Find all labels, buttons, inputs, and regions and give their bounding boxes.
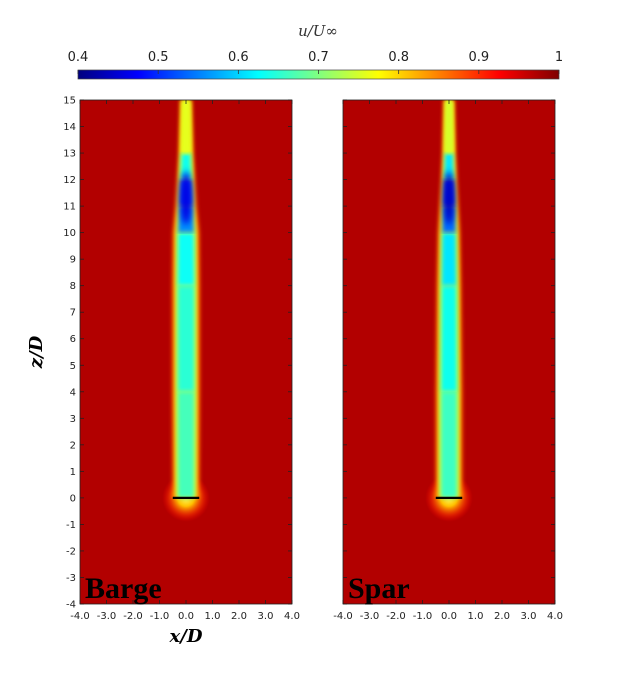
panel-label: Barge [85,572,162,605]
y-tick-label: -4 [66,600,76,611]
panel-spar: -4.0 -3.0 -2.0 -1.0 0.0 1.0 2.0 3.0 4.0 Spar [333,99,563,622]
y-tick-label: 11 [63,202,76,213]
y-tick-label: 9 [70,255,76,266]
wake-core-segment [181,100,191,154]
wake-core-segment [177,285,195,392]
x-tick-label: -4.0 [70,611,90,622]
colorbar-tick-label: 0.4 [68,50,89,65]
y-tick-label: 13 [63,149,76,160]
colorbar-tick-label: 0.9 [468,50,489,65]
y-tick-label: -3 [66,573,76,584]
y-tick-label: 12 [63,175,76,186]
y-tick-label: 3 [70,414,76,425]
x-tick-label: 3.0 [258,611,274,622]
y-tick-label: 8 [70,281,76,292]
x-axis-title: x/D [169,626,203,647]
x-tick-label: 3.0 [521,611,537,622]
y-axis-title: z/D [26,335,47,369]
wake-core-segment [177,232,195,286]
wake-core-segment [440,391,458,498]
y-tick-label: -1 [66,520,76,531]
y-tick-label: -2 [66,546,76,557]
x-tick-label: 0.0 [441,611,457,622]
wake-core-segment [440,285,458,392]
y-tick-label: 6 [70,334,76,345]
x-tick-label: -1.0 [413,611,433,622]
x-tick-label: -1.0 [150,611,170,622]
colorbar-title: u/U∞ [298,22,338,40]
y-tick-label: 0 [70,493,76,504]
wake-deficit-peak [180,171,192,225]
x-tick-label: 1.0 [468,611,484,622]
panel-barge: -4.0 -3.0 -2.0 -1.0 0.0 1.0 2.0 3.0 4.0 -4 -3 -2 -1 0… [63,96,300,623]
colorbar-tick-label: 1 [555,50,563,65]
colorbar: u/U∞ 0.4 0.5 0.6 0.7 0.8 0.9 1 [68,22,563,80]
wake-core-segment [444,100,454,154]
wake-deficit-peak [443,171,455,225]
wake-core-segment [441,232,457,286]
panel-label: Spar [348,572,410,605]
y-tick-label: 10 [63,228,76,239]
y-tick-label: 1 [70,467,76,478]
wake-core-segment [177,391,195,498]
colorbar-tick-label: 0.6 [228,50,249,65]
x-tick-label: 1.0 [205,611,221,622]
y-tick-label: 14 [63,122,76,133]
y-tick-label: 7 [70,308,76,319]
x-tick-label: 2.0 [231,611,247,622]
x-tick-label: 2.0 [494,611,510,622]
wake-core-segment [180,153,192,180]
y-tick-label: 2 [70,440,76,451]
y-tick-label: 4 [70,387,76,398]
x-tick-label: -2.0 [386,611,406,622]
y-tick-label: 5 [70,361,76,372]
x-tick-label: 0.0 [178,611,194,622]
colorbar-tick-label: 0.8 [388,50,409,65]
x-tick-label: -3.0 [97,611,117,622]
colorbar-tick-label: 0.5 [148,50,169,65]
colorbar-tick-label: 0.7 [308,50,329,65]
x-tick-label: 4.0 [547,611,563,622]
wake-core-segment [444,153,454,180]
x-tick-label: 4.0 [284,611,300,622]
x-tick-label: -2.0 [123,611,143,622]
x-tick-label: -4.0 [333,611,353,622]
y-tick-label: 15 [63,96,76,107]
x-tick-label: -3.0 [360,611,380,622]
